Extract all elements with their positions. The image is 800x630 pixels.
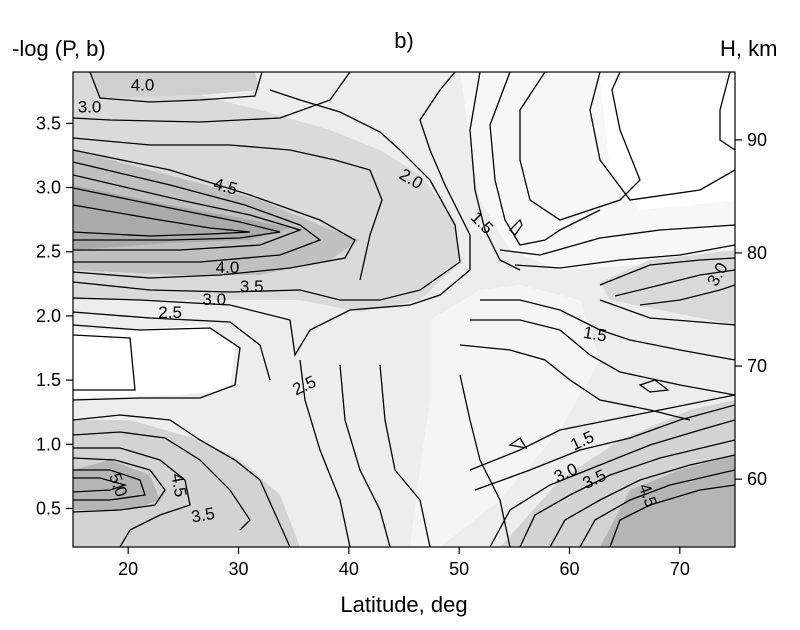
y2-tick-label: 60 (747, 469, 767, 489)
contour-line (73, 447, 191, 547)
x-tick-label: 60 (559, 559, 579, 579)
contour-band-right-mid (600, 250, 735, 325)
contour-line (459, 374, 511, 547)
contour-line (480, 299, 735, 361)
contour-label: 3.0 (202, 290, 226, 309)
y-tick-label: 1.0 (36, 434, 61, 454)
contour-line (599, 257, 735, 286)
contour-line (339, 364, 391, 547)
x-tick-label: 30 (228, 559, 248, 579)
plot-frame (72, 71, 736, 548)
contour-band-lower-left (73, 420, 300, 547)
contour-line (474, 404, 735, 491)
contour-line (519, 439, 735, 547)
y-tick-label: 1.5 (36, 370, 61, 390)
contour-line (73, 457, 166, 513)
contour-line (73, 469, 146, 501)
contour-line (614, 269, 735, 297)
contour-line (579, 469, 735, 547)
contour-line (639, 284, 735, 306)
y-tick-label: 2.0 (36, 306, 61, 326)
contour-line (719, 72, 735, 151)
contour-line (549, 454, 735, 547)
chart-title: b) (394, 28, 414, 53)
contour-line (589, 72, 735, 201)
contour-band-center-min (410, 285, 600, 547)
contour-line (73, 72, 351, 123)
y-axis: 0.5 1.0 1.5 2.0 2.5 3.0 3.5 (36, 113, 73, 518)
contour-line (89, 72, 263, 103)
y-tick-label: 3.0 (36, 178, 61, 198)
y-tick-label: 3.5 (36, 113, 61, 133)
contour-label: 2.5 (158, 303, 182, 322)
contour-line (73, 324, 241, 401)
contour-lines (73, 72, 735, 547)
contour-line (489, 419, 735, 547)
contour-band-top-left (90, 72, 260, 98)
contour-line (638, 379, 670, 393)
contour-label: 1.5 (582, 323, 609, 346)
contour-line (73, 137, 383, 281)
x-axis-title: Latitude, deg (340, 592, 467, 617)
y2-tick-label: 90 (747, 130, 767, 150)
contour-band-lower-left-core (73, 460, 160, 510)
contour-line (469, 394, 735, 471)
contour-label: 4.5 (167, 472, 190, 499)
contour-line (519, 72, 641, 221)
contour-line (73, 311, 271, 381)
x-tick-label: 40 (339, 559, 359, 579)
x-axis: 20 30 40 50 60 70 (118, 547, 690, 579)
x-tick-label: 20 (118, 559, 138, 579)
contour-line (459, 344, 691, 421)
contour-line (73, 477, 128, 493)
contour-line (73, 187, 281, 241)
contour-line (73, 334, 136, 391)
contour-line (73, 161, 322, 263)
contour-line (599, 299, 735, 326)
contour-line (469, 72, 521, 271)
x-tick-label: 70 (670, 559, 690, 579)
contour-band-left-min (73, 325, 235, 398)
contour-line (470, 319, 735, 396)
y2-axis-title: H, km (720, 36, 777, 61)
x-tick-label: 50 (449, 559, 469, 579)
contour-line (73, 414, 291, 547)
contour-line (73, 431, 251, 531)
contour-band-upper-right-core (600, 80, 735, 210)
contour-label: 3.0 (78, 97, 102, 116)
contour-line (73, 72, 471, 357)
y2-tick-label: 70 (747, 356, 767, 376)
y2-tick-label: 80 (747, 243, 767, 263)
contour-line (73, 89, 461, 301)
y-tick-label: 2.5 (36, 242, 61, 262)
contour-line (508, 437, 528, 449)
contour-band-left-core (73, 185, 290, 250)
contour-line (609, 484, 735, 547)
contour-label: 3.5 (240, 277, 264, 296)
contour-line (73, 174, 303, 251)
contour-label: 4.0 (216, 258, 240, 277)
contour-line (514, 244, 735, 269)
contour-line (379, 364, 431, 547)
contour-line (73, 204, 251, 237)
contour-line (499, 224, 735, 256)
contour-line (509, 218, 523, 237)
y2-axis: 60 70 80 90 (735, 130, 767, 489)
contour-line (73, 149, 356, 279)
contour-label: 3.5 (190, 504, 217, 527)
contour-label: 4.0 (131, 76, 155, 95)
contour-line (299, 359, 351, 547)
y-tick-label: 0.5 (36, 498, 61, 518)
y-axis-title: -log (P, b) (12, 36, 106, 61)
